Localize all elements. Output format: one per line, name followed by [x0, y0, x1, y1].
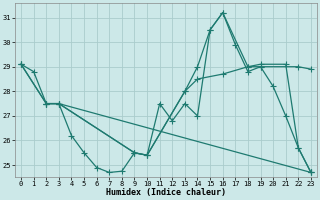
- X-axis label: Humidex (Indice chaleur): Humidex (Indice chaleur): [106, 188, 226, 197]
